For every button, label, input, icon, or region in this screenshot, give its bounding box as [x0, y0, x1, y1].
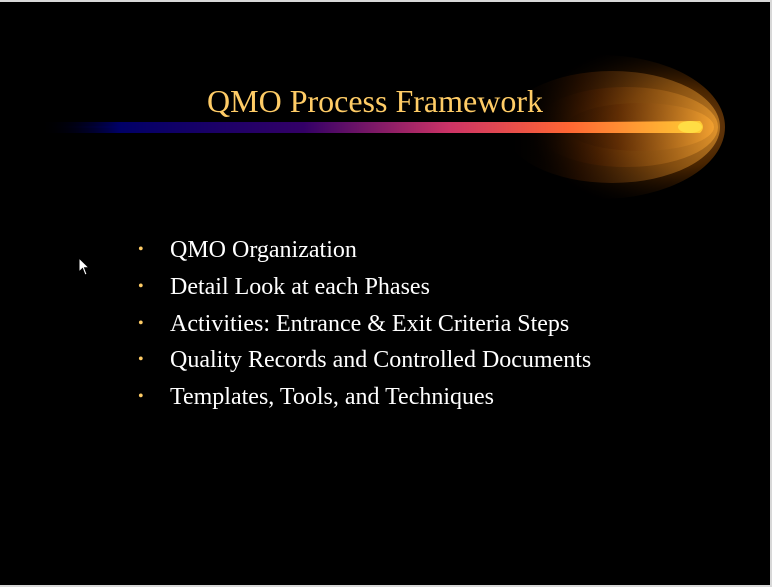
bullet-text: Templates, Tools, and Techniques — [170, 384, 495, 411]
bullet-list: • QMO Organization • Detail Look at each… — [138, 237, 591, 421]
window-top-border — [0, 0, 772, 2]
swoosh-graphic — [40, 55, 725, 199]
mouse-cursor-icon — [78, 257, 90, 276]
bullet-icon: • — [138, 388, 144, 406]
bullet-icon: • — [138, 241, 144, 258]
window-bottom-border — [0, 585, 772, 587]
window-right-border — [770, 0, 772, 587]
bullet-text: Activities: Entrance & Exit Criteria Ste… — [170, 310, 570, 337]
bullet-text: Detail Look at each Phases — [170, 273, 430, 300]
bullet-text: QMO Organization — [170, 237, 357, 263]
bullet-icon: • — [138, 277, 144, 295]
bullet-item: • QMO Organization — [138, 237, 591, 274]
bullet-text: Quality Records and Controlled Documents — [170, 347, 592, 374]
bullet-item: • Quality Records and Controlled Documen… — [138, 347, 591, 384]
bullet-item: • Detail Look at each Phases — [138, 274, 591, 311]
bullet-icon: • — [138, 351, 144, 369]
slide-title: QMO Process Framework — [207, 83, 543, 119]
bullet-item: • Templates, Tools, and Techniques — [138, 384, 591, 421]
bullet-icon: • — [138, 314, 144, 332]
bullet-item: • Activities: Entrance & Exit Criteria S… — [138, 311, 591, 348]
